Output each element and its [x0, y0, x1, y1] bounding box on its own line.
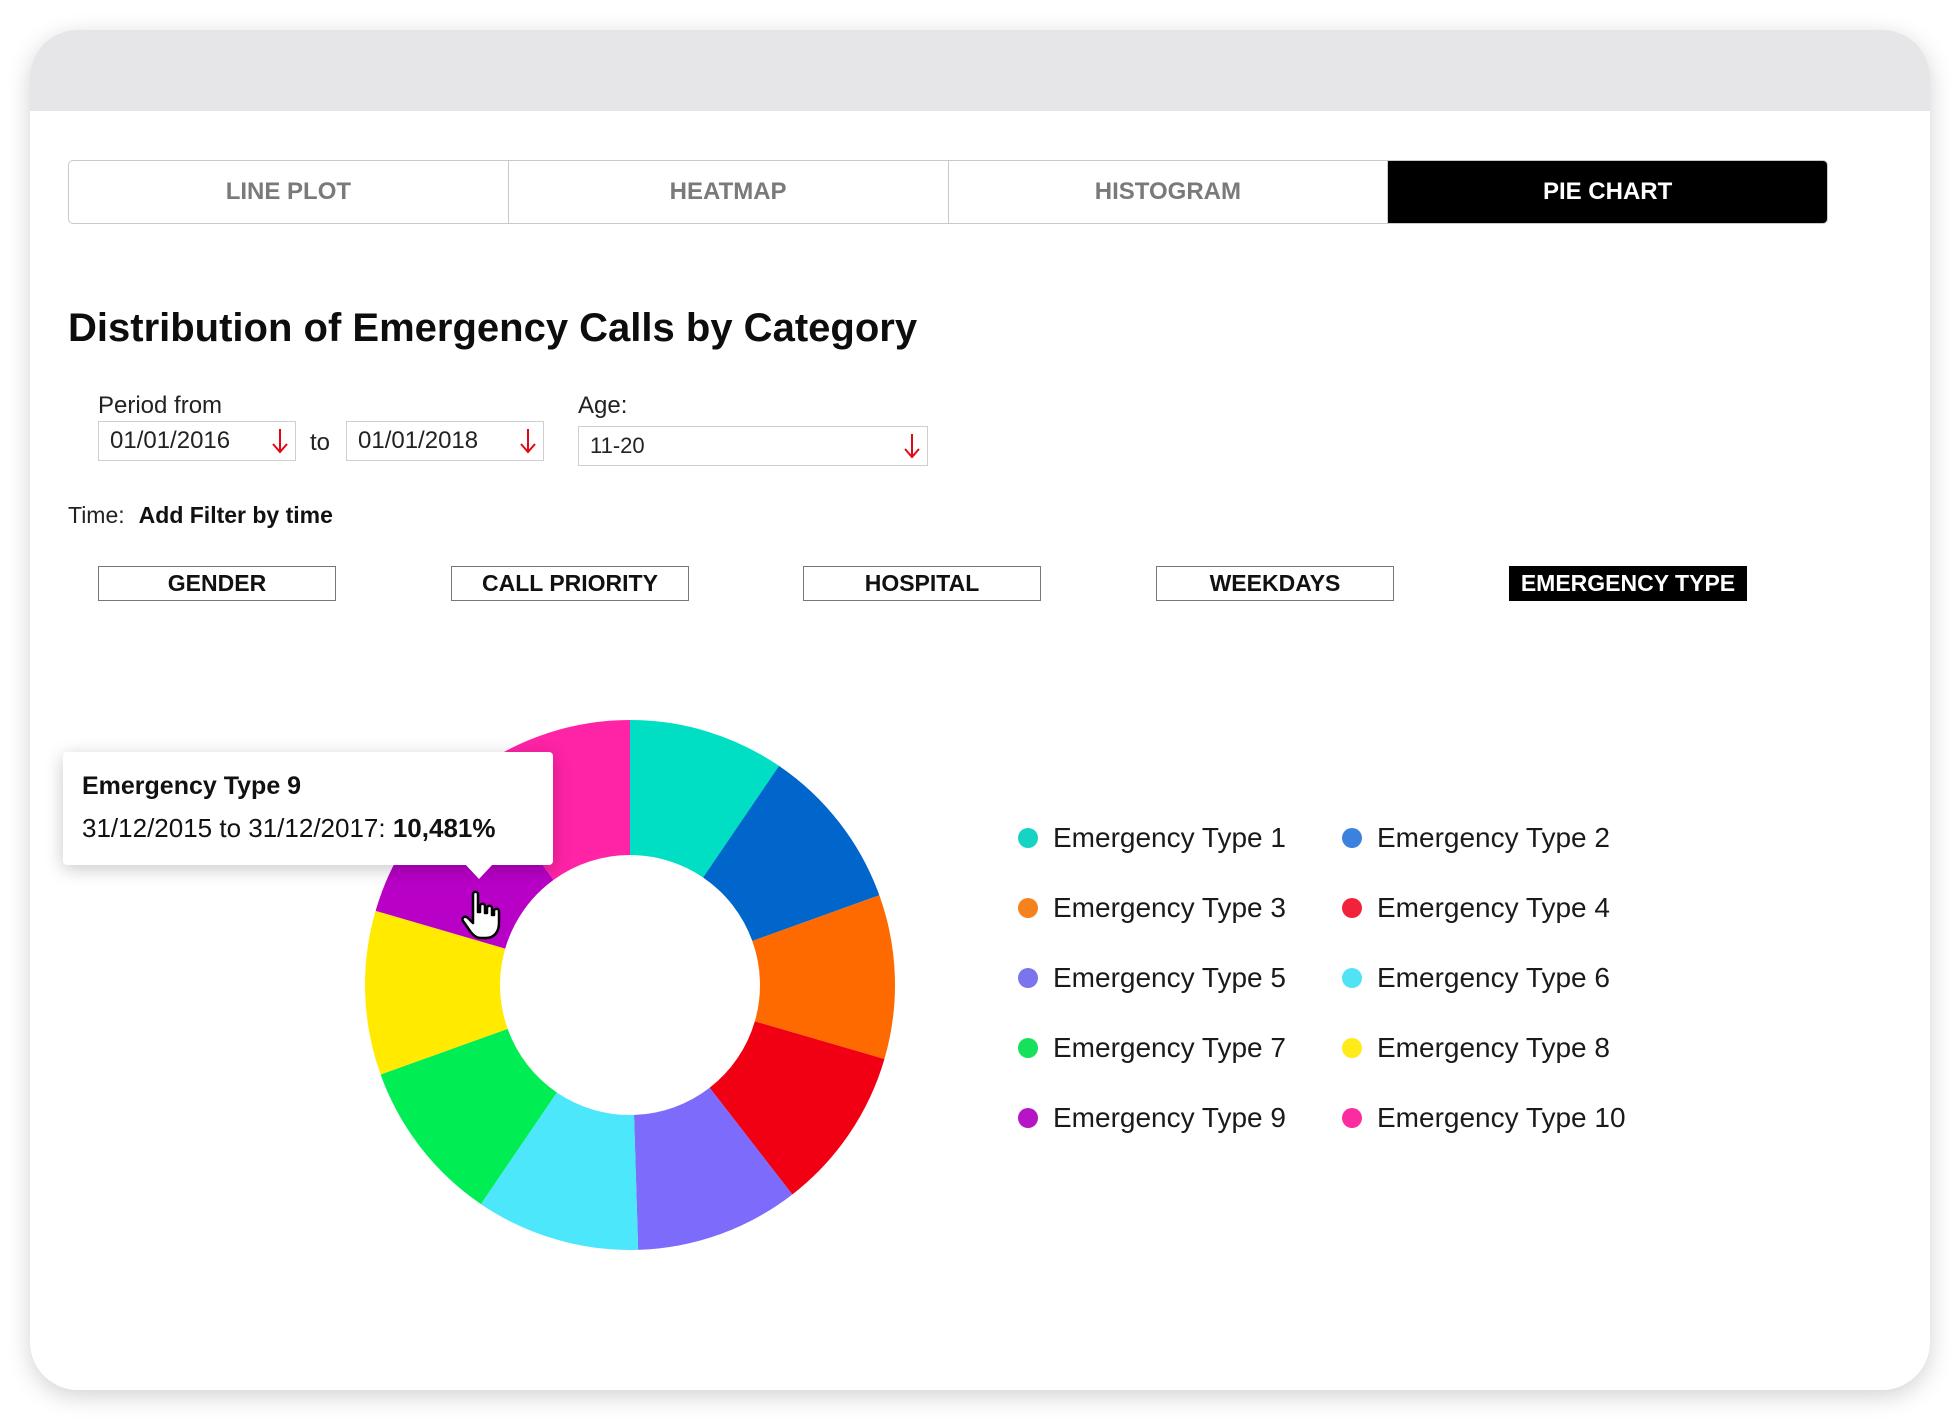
donut-slice-6[interactable]	[480, 1092, 639, 1250]
hand-pointer-icon	[461, 890, 501, 940]
date-to-value: 01/01/2018	[358, 427, 479, 454]
date-from-value: 01/01/2016	[110, 427, 231, 454]
legend-dot-icon	[1018, 828, 1038, 848]
category-hospital-button[interactable]: HOSPITAL	[803, 566, 1041, 601]
tab-heatmap[interactable]: HEATMAP	[509, 161, 949, 223]
donut-slice-2[interactable]	[703, 765, 880, 941]
legend-item[interactable]: Emergency Type 5	[1018, 962, 1286, 994]
date-from-field[interactable]: 01/01/2016	[98, 421, 296, 461]
legend-label: Emergency Type 7	[1053, 1032, 1286, 1063]
arrow-down-icon	[272, 429, 288, 454]
legend-dot-icon	[1018, 968, 1038, 988]
legend-dot-icon	[1342, 828, 1362, 848]
legend-item[interactable]: Emergency Type 7	[1018, 1032, 1286, 1064]
age-select[interactable]: 11-20	[578, 426, 928, 466]
tooltip-title: Emergency Type 9	[82, 772, 302, 800]
legend-item[interactable]: Emergency Type 6	[1342, 962, 1610, 994]
legend-item[interactable]: Emergency Type 4	[1342, 892, 1610, 924]
tooltip-body: 31/12/2015 to 31/12/2017: 10,481%	[82, 813, 553, 844]
arrow-down-icon	[520, 429, 536, 454]
legend-dot-icon	[1342, 1038, 1362, 1058]
date-to-field[interactable]: 01/01/2018	[346, 421, 544, 461]
add-time-filter-link[interactable]: Add Filter by time	[138, 502, 333, 528]
donut-slice-1[interactable]	[630, 720, 779, 878]
chart-tooltip: Emergency Type 9 31/12/2015 to 31/12/201…	[63, 752, 553, 879]
tab-line-plot[interactable]: LINE PLOT	[69, 161, 509, 223]
legend-dot-icon	[1342, 898, 1362, 918]
to-label: to	[310, 429, 331, 456]
legend-label: Emergency Type 9	[1053, 1102, 1286, 1133]
legend-label: Emergency Type 10	[1377, 1102, 1626, 1133]
legend-label: Emergency Type 6	[1377, 962, 1610, 993]
donut-slice-8[interactable]	[365, 910, 508, 1075]
legend-item[interactable]: Emergency Type 2	[1342, 822, 1610, 854]
legend-label: Emergency Type 4	[1377, 892, 1610, 923]
tooltip-range: 31/12/2015 to 31/12/2017:	[82, 813, 386, 843]
legend-label: Emergency Type 5	[1053, 962, 1286, 993]
app-window	[30, 30, 1930, 1390]
time-label: Time:	[68, 502, 125, 528]
legend-dot-icon	[1342, 1108, 1362, 1128]
category-weekdays-button[interactable]: WEEKDAYS	[1156, 566, 1394, 601]
tooltip-value: 10,481%	[392, 813, 496, 843]
legend-label: Emergency Type 1	[1053, 822, 1286, 853]
tab-histogram[interactable]: HISTOGRAM	[949, 161, 1389, 223]
chart-type-tabs: LINE PLOT HEATMAP HISTOGRAM PIE CHART	[68, 160, 1828, 224]
legend-item[interactable]: Emergency Type 9	[1018, 1102, 1286, 1134]
legend-item[interactable]: Emergency Type 8	[1342, 1032, 1610, 1064]
donut-slice-7[interactable]	[380, 1028, 557, 1205]
category-gender-button[interactable]: GENDER	[98, 566, 336, 601]
legend-label: Emergency Type 2	[1377, 822, 1610, 853]
time-filter-row: Time: Add Filter by time	[68, 502, 333, 529]
donut-slice-5[interactable]	[634, 1087, 793, 1250]
legend-dot-icon	[1342, 968, 1362, 988]
legend-item[interactable]: Emergency Type 10	[1342, 1102, 1626, 1134]
arrow-down-icon	[904, 434, 920, 459]
legend-label: Emergency Type 8	[1377, 1032, 1610, 1063]
legend-label: Emergency Type 3	[1053, 892, 1286, 923]
page-title: Distribution of Emergency Calls by Categ…	[68, 306, 918, 350]
legend-dot-icon	[1018, 1108, 1038, 1128]
legend-item[interactable]: Emergency Type 1	[1018, 822, 1286, 854]
donut-slice-4[interactable]	[709, 1021, 885, 1195]
age-label: Age:	[578, 392, 628, 419]
window-title-bar	[30, 30, 1930, 111]
age-value: 11-20	[590, 433, 645, 458]
legend-dot-icon	[1018, 898, 1038, 918]
legend-dot-icon	[1018, 1038, 1038, 1058]
tab-pie-chart[interactable]: PIE CHART	[1388, 161, 1827, 223]
category-call-priority-button[interactable]: CALL PRIORITY	[451, 566, 689, 601]
category-emergency-type-button[interactable]: EMERGENCY TYPE	[1509, 566, 1747, 601]
legend-item[interactable]: Emergency Type 3	[1018, 892, 1286, 924]
donut-slice-3[interactable]	[752, 895, 895, 1060]
period-from-label: Period from	[98, 392, 223, 419]
